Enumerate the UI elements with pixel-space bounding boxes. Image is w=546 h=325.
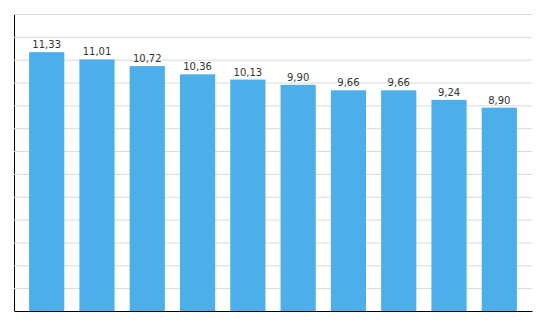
chart-svg: 11,33 11,01 10,72 10,36 10,13 9,90 9,66 9,66 9,2… — [0, 0, 546, 325]
y-axis-line — [15, 15, 533, 312]
bar — [230, 80, 265, 311]
data-label: 11,01 — [83, 46, 112, 57]
bar — [381, 90, 416, 311]
data-label: 9,66 — [388, 77, 410, 88]
bar — [180, 74, 215, 311]
data-label: 8,90 — [488, 95, 510, 106]
grid-line — [14, 37, 532, 38]
data-labels: 11,33 11,01 10,72 10,36 10,13 9,90 9,66 9,66 9,2… — [32, 39, 510, 106]
data-label: 9,90 — [287, 72, 309, 83]
y-axis — [14, 15, 532, 312]
data-label: 11,33 — [32, 39, 61, 50]
bar — [331, 90, 366, 311]
grid-line — [14, 14, 532, 15]
y-tick — [14, 14, 532, 15]
bars — [29, 52, 517, 311]
data-label: 10,72 — [133, 53, 162, 64]
chart-container: 11,33 11,01 10,72 10,36 10,13 9,90 9,66 9,66 9,2… — [0, 0, 546, 325]
bar — [482, 108, 517, 311]
data-label: 10,13 — [234, 67, 263, 78]
bar — [29, 52, 64, 311]
bar — [130, 66, 165, 311]
data-label: 9,66 — [337, 77, 359, 88]
bar — [281, 85, 316, 311]
data-label: 10,36 — [183, 61, 212, 72]
bar — [431, 100, 466, 311]
y-tick — [14, 311, 532, 312]
y-tick — [14, 37, 532, 38]
plot-area: 11,33 11,01 10,72 10,36 10,13 9,90 9,66 9,66 9,2… — [14, 15, 533, 312]
grid-line — [14, 311, 532, 312]
bar — [79, 59, 114, 311]
x-axis-line — [15, 311, 533, 312]
data-label: 9,24 — [438, 87, 460, 98]
